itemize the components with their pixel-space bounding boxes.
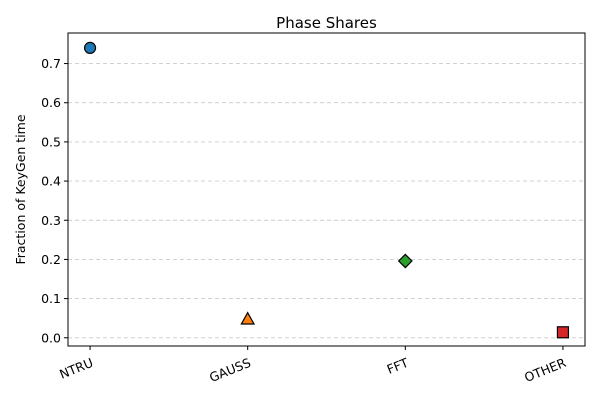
y-tick-label: 0.6 [41,95,61,110]
y-axis-label: Fraction of KeyGen time [13,114,28,264]
y-tick-label: 0.7 [41,56,61,71]
data-point-ntru [83,41,97,54]
data-point-fft [397,253,413,269]
data-point-other [556,326,570,339]
grid-layer [68,63,585,339]
x-tick-label: FFT [385,355,411,377]
y-tick-label: 0.5 [41,134,61,149]
y-tick-label: 0.3 [41,213,61,228]
chart-title: Phase Shares [276,14,377,32]
x-tick-label: OTHER [522,355,568,385]
x-tick-label: NTRU [57,355,95,382]
y-tick-label: 0.2 [41,252,61,267]
marks-layer [83,41,570,339]
y-tick-label: 0.4 [41,174,61,189]
x-tick-label: GAUSS [207,355,253,385]
data-point-gauss [240,311,256,325]
plot-frame [67,32,586,347]
y-tick-label: 0.0 [41,330,61,345]
y-tick-label: 0.1 [41,291,61,306]
